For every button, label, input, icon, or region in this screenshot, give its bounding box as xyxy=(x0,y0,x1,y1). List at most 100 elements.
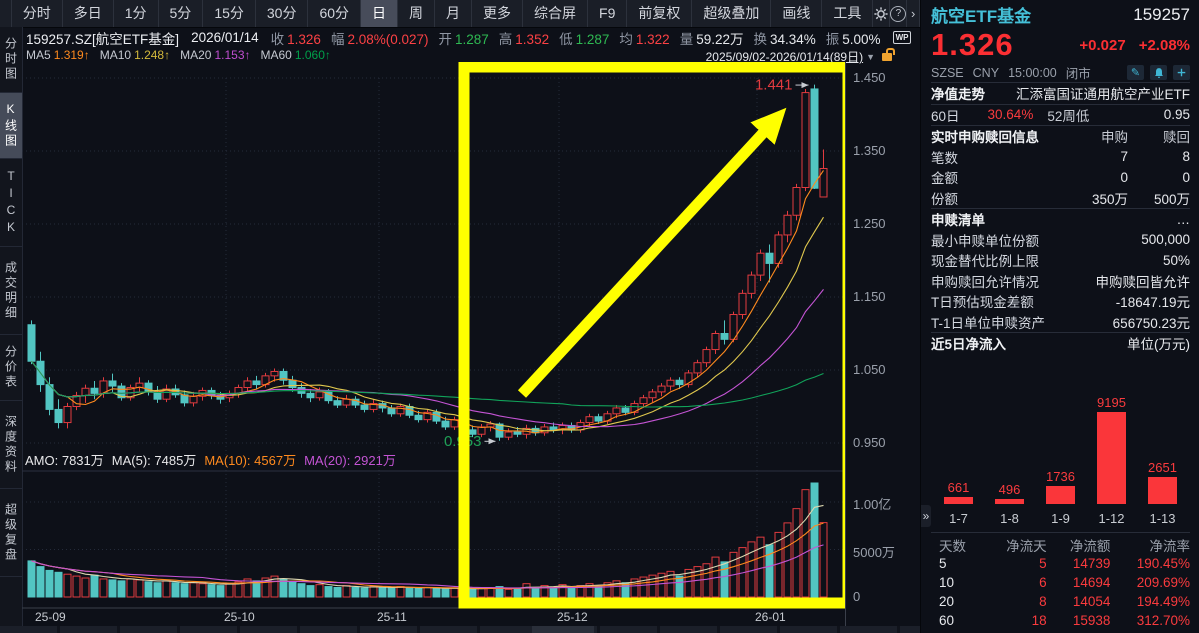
realtime-section-header: 实时申购赎回信息 申购 赎回 xyxy=(931,125,1190,147)
period-tab-60min[interactable]: 60分 xyxy=(308,0,362,27)
quote-time: 15:00:00 xyxy=(1008,65,1057,80)
flow-bar: 2651 1-13 xyxy=(1148,459,1177,526)
list-row: 最小申赎单位份额 500,000 xyxy=(931,232,1190,249)
plus-icon[interactable] xyxy=(1173,65,1190,80)
last-price: 1.326 xyxy=(931,27,1014,62)
highlight-box xyxy=(458,62,845,609)
tool-f9[interactable]: F9 xyxy=(588,0,628,27)
price-tick: 1.350 xyxy=(853,143,886,158)
ma-item-MA20: MA20 1.153↑ xyxy=(180,48,251,62)
sidebar-item-kline[interactable]: K线图 xyxy=(0,93,22,159)
period-tab-1min[interactable]: 1分 xyxy=(114,0,159,27)
amo-item: AMO: 7831万 xyxy=(25,453,104,468)
month-label: 25-12 xyxy=(557,610,588,624)
sidebar-item-tick[interactable]: TICK xyxy=(0,159,22,247)
panel-expand-icon[interactable]: » xyxy=(921,505,931,527)
price-axis: 1.450 1.350 1.250 1.150 1.050 0.950 1.00亿 5000万… xyxy=(845,62,921,626)
help-icon[interactable]: ? xyxy=(890,0,908,27)
price-tick: 1.150 xyxy=(853,289,886,304)
flow-section-header: 近5日净流入 单位(万元) xyxy=(931,332,1190,354)
currency-label: CNY xyxy=(972,65,1000,80)
price-tick: 0.950 xyxy=(853,435,886,450)
period-tab-5min[interactable]: 5分 xyxy=(159,0,204,27)
net-inflow-bar-chart: 661 1-7 496 1-8 1736 1-9 9195 1-12 2651 1-13 xyxy=(931,354,1190,528)
toolbar-lead-spacer xyxy=(0,0,12,27)
nav-trend-row[interactable]: 净值走势 汇添富国证通用航空产业ETF xyxy=(931,82,1190,104)
bottom-tab-strip xyxy=(0,626,920,633)
date-range-selector[interactable]: 2025/09/02-2026/01/14(89日) ▼ xyxy=(706,47,895,65)
flow-bar: 496 1-8 xyxy=(984,482,1035,528)
sidebar-item-price-table[interactable]: 分价表 xyxy=(0,335,22,401)
tool-draw-line[interactable]: 画线 xyxy=(771,0,823,27)
month-label: 26-01 xyxy=(755,610,786,624)
ma-values: MA5 1.319↑ MA10 1.248↑ MA20 1.153↑ MA60 1.060↑ xyxy=(26,48,341,62)
toolbar-expand-icon[interactable]: › xyxy=(907,0,920,27)
settings-gear-icon[interactable] xyxy=(873,0,891,27)
table-row: 60 18 15938 312.70% xyxy=(939,612,1190,628)
quote-fields: 收 1.326 幅 2.08%(0.027) 开 1.287 高 1.352 低 1.287 均 1.… xyxy=(271,28,891,48)
wp-icon[interactable]: WP xyxy=(892,31,912,44)
more-icon[interactable]: … xyxy=(1176,211,1191,227)
period-tab-day[interactable]: 日 xyxy=(361,0,399,27)
52w-low: 0.95 xyxy=(1163,107,1190,123)
highlight-arrow xyxy=(517,107,787,398)
quote-field-均: 均 1.322 xyxy=(619,31,670,47)
period-tab-minute[interactable]: 分时 xyxy=(12,0,63,27)
high-annotation: 1.441 xyxy=(755,77,793,94)
quote-field-开: 开 1.287 xyxy=(438,31,489,47)
amo-item: MA(20): 2921万 xyxy=(304,453,396,468)
flow-bar: 661 1-7 xyxy=(933,480,984,528)
tool-composite-screen[interactable]: 综合屏 xyxy=(523,0,589,27)
tool-super-overlay[interactable]: 超级叠加 xyxy=(692,0,772,27)
fund-code: 159257 xyxy=(1133,4,1190,24)
60d-change: 30.64% xyxy=(987,107,1034,123)
period-tab-30min[interactable]: 30分 xyxy=(256,0,309,27)
tool-tools[interactable]: 工具 xyxy=(822,0,874,27)
month-label: 25-11 xyxy=(377,610,407,624)
price-tick: 1.250 xyxy=(853,216,886,231)
market-status: 闭市 xyxy=(1065,67,1091,81)
edit-icon[interactable]: ✎ xyxy=(1127,65,1144,80)
price-change: +0.027 xyxy=(1079,36,1126,54)
sidebar-item-trade-detail[interactable]: 成交明细 xyxy=(0,247,22,335)
volume-tick: 5000万 xyxy=(853,544,895,560)
period-tab-multi-day[interactable]: 多日 xyxy=(63,0,114,27)
fund-name: 航空ETF基金 xyxy=(931,7,1032,26)
period-tab-week[interactable]: 周 xyxy=(398,0,436,27)
month-label: 25-10 xyxy=(224,610,255,624)
quote-field-收: 收 1.326 xyxy=(270,31,321,47)
unlock-icon[interactable] xyxy=(882,47,895,61)
amo-item: MA(10): 4567万 xyxy=(204,453,297,468)
period-tab-15min[interactable]: 15分 xyxy=(203,0,256,27)
info-bar: 159257.SZ[航空ETF基金] 2026/01/14 收 1.326 幅 2.0… xyxy=(0,27,920,48)
date-label: 2026/01/14 xyxy=(191,30,259,45)
sidebar-item-super-replay[interactable]: 超级复盘 xyxy=(0,489,22,577)
period-tab-more[interactable]: 更多 xyxy=(472,0,524,27)
flow-bar: 1736 1-9 xyxy=(1046,469,1075,526)
ma-item-MA60: MA60 1.060↑ xyxy=(260,48,331,62)
price-tick: 1.050 xyxy=(853,362,886,377)
ma-item-MA10: MA10 1.248↑ xyxy=(99,48,171,62)
price-change-pct: +2.08% xyxy=(1138,36,1190,54)
bell-icon[interactable] xyxy=(1150,65,1167,80)
exchange-label: SZSE xyxy=(931,65,964,80)
list-row: T日预估现金差额 -18647.19元 xyxy=(931,295,1190,311)
sidebar-item-time-share[interactable]: 分时图 xyxy=(0,27,22,93)
toolbar: 分时 多日 1分 5分 15分 30分 60分日周月更多 综合屏 F9 前复权 超级叠加 画线 工具 … xyxy=(0,0,920,28)
subscription-list-header[interactable]: 申赎清单 … xyxy=(931,208,1190,230)
table-row: 5 5 14739 190.45% xyxy=(939,555,1190,571)
subscribe-row-金额: 金额 0 0 xyxy=(931,169,1190,187)
amo-item: MA(5): 7485万 xyxy=(111,453,197,468)
sidebar-item-depth-info[interactable]: 深度资料 xyxy=(0,401,22,489)
month-label: 25-09 xyxy=(35,610,66,624)
table-header: 天数 净流天 净流额 净流率 xyxy=(939,538,1190,554)
quote-field-量: 量 59.22万 xyxy=(679,31,744,47)
quote-field-高: 高 1.352 xyxy=(498,31,550,47)
tool-forward-adjust[interactable]: 前复权 xyxy=(627,0,693,27)
flow-bar: 9195 1-12 xyxy=(1097,394,1126,526)
range-stat-row: 60日 30.64% 52周低 0.95 xyxy=(931,103,1190,126)
right-info-panel: 航空ETF基金 159257 1.326 +0.027 +2.08% SZSE … xyxy=(920,0,1199,633)
help-glyph: ? xyxy=(890,5,907,22)
period-tab-month[interactable]: 月 xyxy=(435,0,473,27)
